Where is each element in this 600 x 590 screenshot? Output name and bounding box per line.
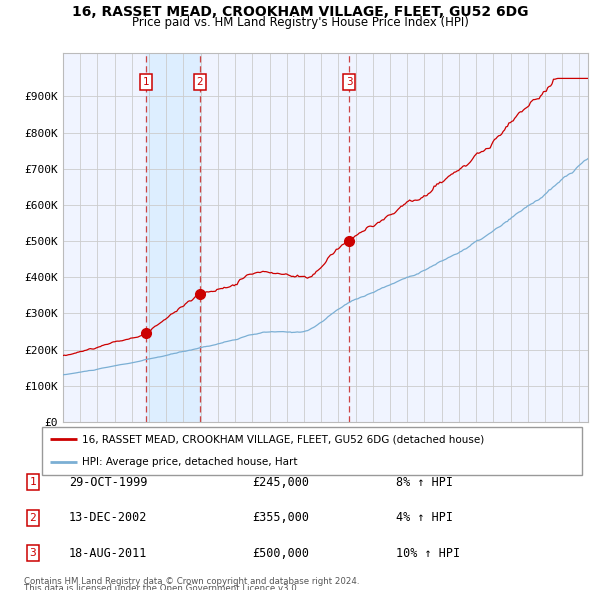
Text: £500,000: £500,000 <box>252 546 309 560</box>
Text: 3: 3 <box>346 77 353 87</box>
Text: 16, RASSET MEAD, CROOKHAM VILLAGE, FLEET, GU52 6DG (detached house): 16, RASSET MEAD, CROOKHAM VILLAGE, FLEET… <box>83 434 485 444</box>
FancyBboxPatch shape <box>42 427 582 475</box>
Text: 18-AUG-2011: 18-AUG-2011 <box>69 546 148 560</box>
Text: 1: 1 <box>143 77 149 87</box>
Text: HPI: Average price, detached house, Hart: HPI: Average price, detached house, Hart <box>83 457 298 467</box>
Text: Price paid vs. HM Land Registry's House Price Index (HPI): Price paid vs. HM Land Registry's House … <box>131 16 469 29</box>
Text: 29-OCT-1999: 29-OCT-1999 <box>69 476 148 489</box>
Text: Contains HM Land Registry data © Crown copyright and database right 2024.: Contains HM Land Registry data © Crown c… <box>24 577 359 586</box>
Text: £245,000: £245,000 <box>252 476 309 489</box>
Text: 4% ↑ HPI: 4% ↑ HPI <box>396 511 453 525</box>
Text: 2: 2 <box>29 513 37 523</box>
Text: 3: 3 <box>29 548 37 558</box>
Text: 2: 2 <box>197 77 203 87</box>
Text: 16, RASSET MEAD, CROOKHAM VILLAGE, FLEET, GU52 6DG: 16, RASSET MEAD, CROOKHAM VILLAGE, FLEET… <box>72 5 528 19</box>
Text: £355,000: £355,000 <box>252 511 309 525</box>
Text: 13-DEC-2002: 13-DEC-2002 <box>69 511 148 525</box>
Text: 8% ↑ HPI: 8% ↑ HPI <box>396 476 453 489</box>
Bar <box>146 53 200 422</box>
Text: This data is licensed under the Open Government Licence v3.0.: This data is licensed under the Open Gov… <box>24 584 299 590</box>
Text: 1: 1 <box>29 477 37 487</box>
Text: 10% ↑ HPI: 10% ↑ HPI <box>396 546 460 560</box>
